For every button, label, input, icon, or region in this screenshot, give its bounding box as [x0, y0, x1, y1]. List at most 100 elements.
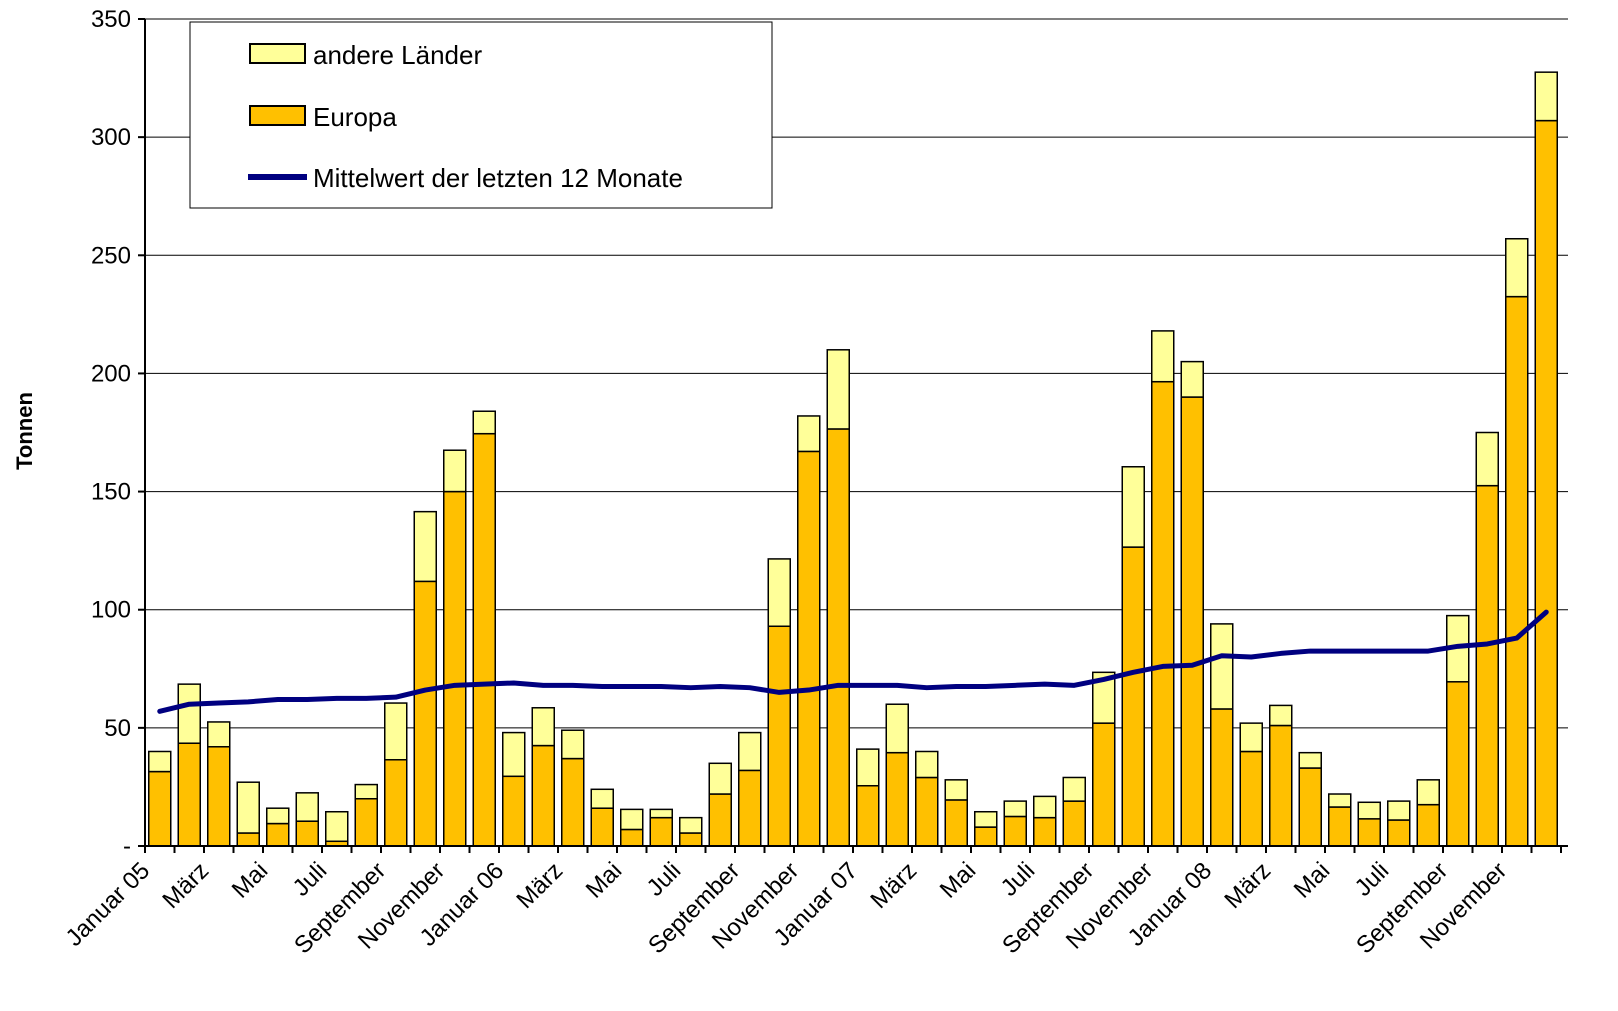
bar-andere-laender	[266, 807, 290, 825]
x-tick-label: Januar 05	[61, 857, 156, 952]
mittelwert-line	[157, 609, 1549, 714]
bar-europa	[1239, 750, 1263, 847]
bar-andere-laender	[1180, 360, 1204, 398]
bar-andere-laender	[1239, 722, 1263, 753]
x-tick-label: März	[1219, 857, 1276, 914]
bar-andere-laender	[1357, 801, 1381, 820]
bar-andere-laender	[1328, 793, 1352, 808]
bar-europa	[1446, 681, 1470, 847]
bar-europa	[413, 580, 437, 847]
bar-andere-laender	[413, 510, 437, 583]
legend-label-mittelwert: Mittelwert der letzten 12 Monate	[313, 163, 683, 193]
bar-andere-laender	[1416, 779, 1440, 806]
bar-andere-laender	[738, 731, 762, 772]
bar-europa	[1151, 380, 1175, 847]
bar-andere-laender	[1062, 776, 1086, 802]
bar-europa	[1269, 724, 1293, 847]
bar-andere-laender	[944, 779, 968, 801]
bar-europa	[679, 832, 703, 847]
bar-europa	[443, 490, 467, 847]
bar-europa	[266, 822, 290, 847]
bar-europa	[1534, 119, 1558, 847]
bar-andere-laender	[708, 762, 732, 795]
bar-europa	[1180, 396, 1204, 847]
legend-swatch-andere-laender	[249, 43, 306, 64]
bar-europa	[354, 797, 378, 847]
legend-label-andere-laender: andere Länder	[313, 40, 482, 70]
bar-andere-laender	[443, 449, 467, 493]
bar-andere-laender	[649, 808, 673, 819]
x-tick-label: Mai	[227, 857, 273, 903]
bar-europa	[502, 775, 526, 847]
bar-europa	[1003, 815, 1027, 847]
x-tick-label: März	[511, 857, 568, 914]
legend-label-europa: Europa	[313, 102, 397, 132]
bar-andere-laender	[797, 415, 821, 453]
bar-andere-laender	[354, 783, 378, 800]
bar-europa	[1416, 803, 1440, 847]
bar-andere-laender	[1033, 795, 1057, 819]
bar-europa	[384, 759, 408, 847]
bar-europa	[1475, 484, 1499, 847]
bar-europa	[826, 428, 850, 847]
bar-andere-laender	[1534, 71, 1558, 122]
y-tick-label: 250	[91, 242, 131, 269]
axes	[138, 18, 1568, 853]
bar-andere-laender	[1298, 751, 1322, 769]
bar-europa	[944, 799, 968, 847]
average-line	[157, 609, 1549, 714]
bar-andere-laender	[1269, 704, 1293, 727]
bar-europa	[561, 757, 585, 847]
bar-europa	[1328, 806, 1352, 847]
bar-europa	[177, 742, 201, 847]
y-tick-label: 150	[91, 479, 131, 506]
x-tick-label: März	[865, 857, 922, 914]
bar-andere-laender	[472, 410, 496, 435]
x-tick-label: Mai	[935, 857, 981, 903]
bar-andere-laender	[1151, 330, 1175, 383]
x-tick-labels: Januar 05 März Mai JuliSeptemberNovemberJan…	[61, 857, 1513, 959]
bar-europa	[1210, 708, 1234, 847]
bar-andere-laender	[295, 792, 319, 822]
bar-andere-laender	[856, 748, 880, 787]
bar-andere-laender	[177, 683, 201, 744]
bar-andere-laender	[236, 781, 260, 834]
bar-europa	[1033, 816, 1057, 847]
bar-europa	[738, 769, 762, 847]
bar-andere-laender	[325, 810, 349, 843]
bar-andere-laender	[974, 810, 998, 828]
bar-andere-laender	[1387, 800, 1411, 821]
bar-europa	[1387, 819, 1411, 847]
bar-andere-laender	[885, 703, 909, 754]
y-axis-title: Tonnen	[12, 392, 37, 470]
y-tick-labels: - 50 100 150 200 250 300 350	[91, 6, 131, 860]
bar-andere-laender	[1505, 237, 1529, 298]
legend-swatch-europa	[249, 105, 306, 126]
bar-europa	[590, 807, 614, 847]
x-tick-label: März	[157, 857, 214, 914]
bar-andere-laender	[148, 750, 172, 773]
bar-andere-laender	[1003, 800, 1027, 818]
y-tick-label: 300	[91, 124, 131, 151]
x-tick-label: Juli	[996, 857, 1041, 902]
y-tick-label: 200	[91, 360, 131, 387]
bar-europa	[1121, 546, 1145, 847]
x-tick-label: Juli	[1350, 857, 1395, 902]
bar-andere-laender	[1092, 671, 1116, 724]
x-tick-label: Juli	[642, 857, 687, 902]
bar-europa	[885, 751, 909, 847]
bar-europa	[236, 832, 260, 847]
bar-andere-laender	[679, 816, 703, 834]
bar-europa	[207, 746, 231, 847]
bar-europa	[1298, 767, 1322, 847]
bar-andere-laender	[590, 788, 614, 809]
bar-europa	[708, 793, 732, 847]
bar-europa	[1062, 800, 1086, 847]
bar-andere-laender	[1121, 466, 1145, 548]
bar-andere-laender	[767, 558, 791, 628]
bar-andere-laender	[1475, 431, 1499, 487]
bar-andere-laender	[826, 349, 850, 430]
x-tick-label: Juli	[288, 857, 333, 902]
